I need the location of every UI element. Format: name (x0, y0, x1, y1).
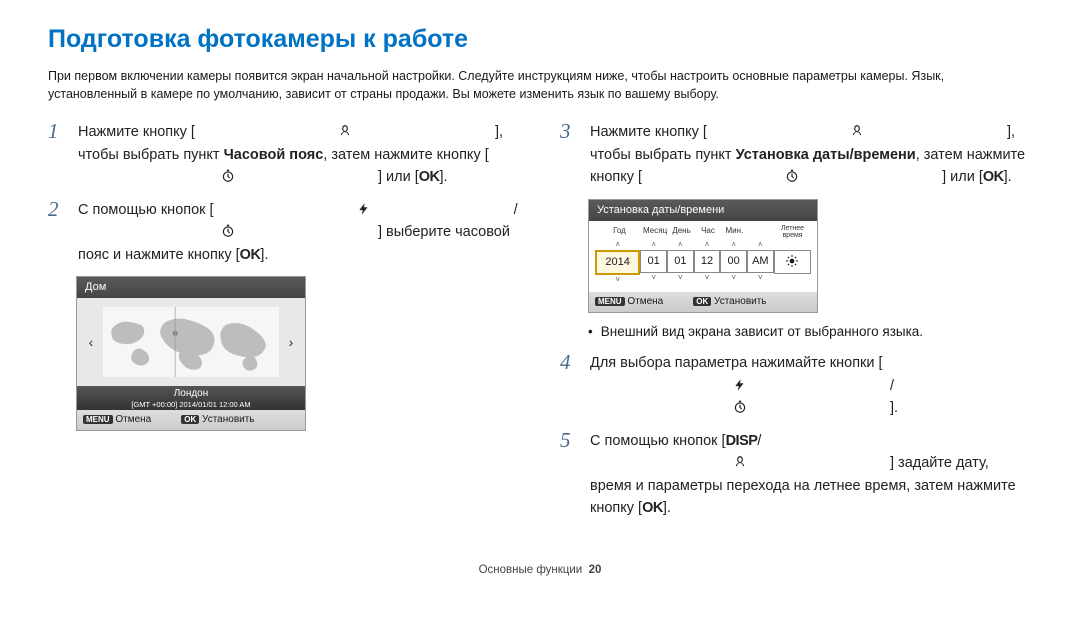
step-2: 2 С помощью кнопок [/] выберите часовой … (48, 199, 520, 266)
col-dst: Летнее время (774, 225, 811, 239)
t: ] или [ (942, 169, 983, 185)
left-arrow: ‹ (83, 322, 99, 362)
ok-icon: OK (642, 500, 663, 516)
col-month: Месяц (642, 225, 668, 239)
macro-icon (590, 455, 890, 469)
t: / (514, 202, 518, 218)
screenshot-header: Установка даты/времени (589, 200, 817, 221)
timer-icon (590, 400, 890, 414)
cancel-label: Отмена (115, 414, 151, 425)
col-ampm (748, 225, 774, 239)
hour-spinner: ˄12˅ (694, 241, 721, 284)
timezone-screenshot: Дом ‹ (76, 276, 306, 431)
step-1: 1 Нажмите кнопку [], чтобы выбрать пункт… (48, 121, 520, 188)
page-footer: Основные функции 20 (48, 562, 1032, 578)
ok-icon: OK (240, 247, 261, 263)
step-number: 2 (48, 199, 66, 266)
col-hour: Час (695, 225, 721, 239)
step-number: 4 (560, 352, 578, 419)
cancel-label: Отмена (627, 296, 663, 307)
right-arrow: › (283, 322, 299, 362)
macro-icon (707, 124, 1007, 138)
gmt-line: [GMT +00:00] 2014/01/01 12:00 AM (77, 400, 305, 409)
ok-icon: OK (983, 169, 1004, 185)
day-spinner: ˄01˅ (667, 241, 694, 284)
set-label: Установить (714, 296, 767, 307)
datetime-screenshot: Установка даты/времени Год Месяц День Ча… (588, 199, 818, 314)
dst-spinner (774, 241, 811, 284)
timer-icon (78, 224, 378, 238)
ok-badge: OK (693, 297, 711, 306)
flash-icon (214, 202, 514, 216)
intro-text: При первом включении камеры появится экр… (48, 67, 1032, 103)
ok-badge: OK (181, 415, 199, 424)
footer-page: 20 (589, 564, 602, 576)
step-number: 3 (560, 121, 578, 188)
world-map (103, 307, 279, 377)
t: Нажмите кнопку [ (78, 124, 195, 140)
t: ]. (440, 169, 448, 185)
step-5: 5 С помощью кнопок [DISP/] задайте дату,… (560, 430, 1032, 520)
t: Для выбора параметра нажимайте кнопки [ (590, 355, 883, 371)
bold: Часовой пояс (224, 147, 324, 163)
t: ] или [ (378, 169, 419, 185)
step-number: 5 (560, 430, 578, 520)
step-4: 4 Для выбора параметра нажимайте кнопки … (560, 352, 1032, 419)
ok-icon: OK (419, 169, 440, 185)
timer-icon (78, 169, 378, 183)
flash-icon (590, 378, 890, 392)
col-year: Год (597, 225, 642, 239)
t: Нажмите кнопку [ (590, 124, 707, 140)
note-line: Внешний вид экрана зависит от выбранного… (588, 323, 1032, 342)
year-spinner: ˄2014˅ (595, 241, 640, 284)
t: С помощью кнопок [ (590, 433, 726, 449)
bold: Установка даты/времени (736, 147, 916, 163)
set-label: Установить (202, 414, 255, 425)
t: ]. (663, 500, 671, 516)
t: ]. (1004, 169, 1012, 185)
min-spinner: ˄00˅ (720, 241, 747, 284)
t: ]. (890, 400, 898, 416)
right-column: 3 Нажмите кнопку [], чтобы выбрать пункт… (560, 121, 1032, 529)
timer-icon (642, 169, 942, 183)
t: С помощью кнопок [ (78, 202, 214, 218)
t: ]. (260, 247, 268, 263)
disp-icon: DISP (726, 433, 758, 449)
t: / (757, 433, 761, 449)
step-number: 1 (48, 121, 66, 188)
menu-badge: MENU (595, 297, 625, 306)
macro-icon (195, 124, 495, 138)
month-spinner: ˄01˅ (640, 241, 667, 284)
t: / (890, 378, 894, 394)
menu-badge: MENU (83, 415, 113, 424)
page-title: Подготовка фотокамеры к работе (48, 22, 1032, 57)
t: , затем нажмите кнопку [ (323, 147, 488, 163)
step-3: 3 Нажмите кнопку [], чтобы выбрать пункт… (560, 121, 1032, 188)
footer-section: Основные функции (479, 564, 583, 576)
col-day: День (668, 225, 694, 239)
city-name: Лондон (77, 388, 305, 400)
screenshot-header: Дом (77, 277, 305, 298)
col-min: Мин. (721, 225, 747, 239)
note-text: Внешний вид экрана зависит от выбранного… (601, 323, 923, 342)
ampm-spinner: ˄AM˅ (747, 241, 774, 284)
left-column: 1 Нажмите кнопку [], чтобы выбрать пункт… (48, 121, 520, 529)
